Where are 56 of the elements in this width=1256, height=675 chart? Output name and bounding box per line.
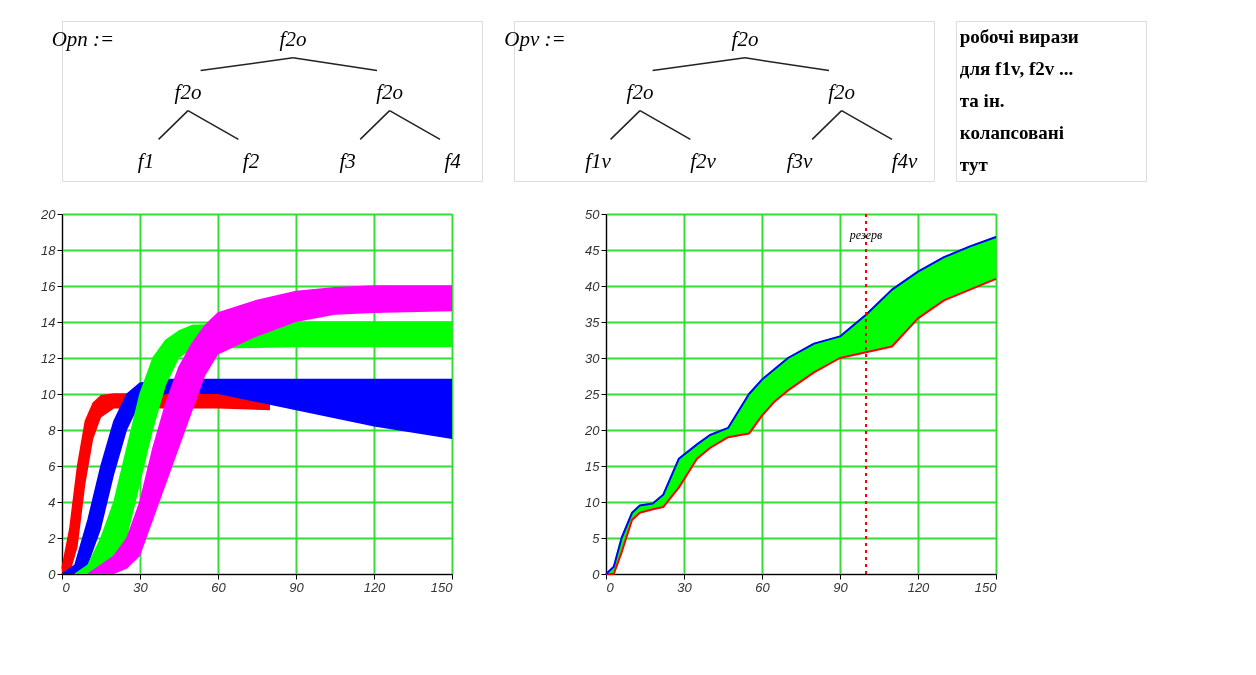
text: f3 bbox=[339, 148, 356, 173]
text: f2v bbox=[690, 148, 717, 173]
y-tick-label: 25 bbox=[584, 386, 601, 402]
x-tick-label: 30 bbox=[133, 579, 149, 595]
y-tick-label: 20 bbox=[40, 206, 57, 222]
x-tick-label: 120 bbox=[907, 579, 931, 595]
x-tick-label: 60 bbox=[755, 579, 771, 595]
text: робочі вирази bbox=[959, 26, 1079, 47]
x-tick-label: 0 bbox=[606, 579, 615, 595]
text: f2o bbox=[828, 80, 856, 104]
y-tick-label: 5 bbox=[592, 530, 601, 546]
text: f1 bbox=[137, 148, 155, 173]
y-tick-label: 40 bbox=[585, 278, 601, 294]
text: f3v bbox=[786, 148, 814, 173]
y-tick-label: 18 bbox=[41, 242, 57, 258]
text: колапсовані bbox=[959, 122, 1065, 143]
y-tick-label: 8 bbox=[48, 422, 57, 438]
x-tick-label: 150 bbox=[974, 579, 998, 595]
y-tick-label: 16 bbox=[41, 278, 57, 294]
text: тут bbox=[959, 154, 989, 175]
x-tick-label: 120 bbox=[363, 579, 387, 595]
y-tick-label: 20 bbox=[584, 422, 601, 438]
text: для f1v, f2v ... bbox=[959, 58, 1074, 79]
text: f2o bbox=[376, 80, 404, 104]
ref-line-label: резерв bbox=[848, 228, 883, 242]
y-tick-label: 2 bbox=[47, 530, 57, 546]
y-tick-label: 6 bbox=[48, 458, 57, 474]
y-tick-label: 35 bbox=[585, 314, 601, 330]
text: f2 bbox=[242, 148, 260, 173]
y-tick-label: 30 bbox=[585, 350, 601, 366]
y-tick-label: 0 bbox=[592, 566, 601, 582]
y-tick-label: 14 bbox=[41, 314, 56, 330]
text: f4 bbox=[444, 148, 462, 173]
text: Opv := bbox=[504, 27, 566, 52]
text: f2o bbox=[731, 27, 759, 52]
text: f2o bbox=[279, 27, 307, 52]
y-tick-label: 10 bbox=[41, 386, 57, 402]
text: f2o bbox=[626, 80, 654, 104]
x-tick-label: 30 bbox=[677, 579, 693, 595]
text: та ін. bbox=[959, 90, 1005, 111]
text: f1v bbox=[585, 148, 612, 173]
text: f2o bbox=[174, 80, 202, 104]
x-tick-label: 90 bbox=[833, 579, 849, 595]
y-tick-label: 0 bbox=[48, 566, 57, 582]
x-tick-label: 60 bbox=[211, 579, 227, 595]
y-tick-label: 50 bbox=[585, 206, 601, 222]
y-tick-label: 15 bbox=[585, 458, 601, 474]
text: Opn := bbox=[51, 27, 115, 52]
x-tick-label: 0 bbox=[62, 579, 71, 595]
x-tick-label: 90 bbox=[289, 579, 305, 595]
x-tick-label: 150 bbox=[430, 579, 454, 595]
y-tick-label: 4 bbox=[48, 494, 56, 510]
text: f4v bbox=[891, 148, 919, 173]
y-tick-label: 45 bbox=[585, 242, 601, 258]
y-tick-label: 10 bbox=[585, 494, 601, 510]
y-tick-label: 12 bbox=[41, 350, 57, 366]
